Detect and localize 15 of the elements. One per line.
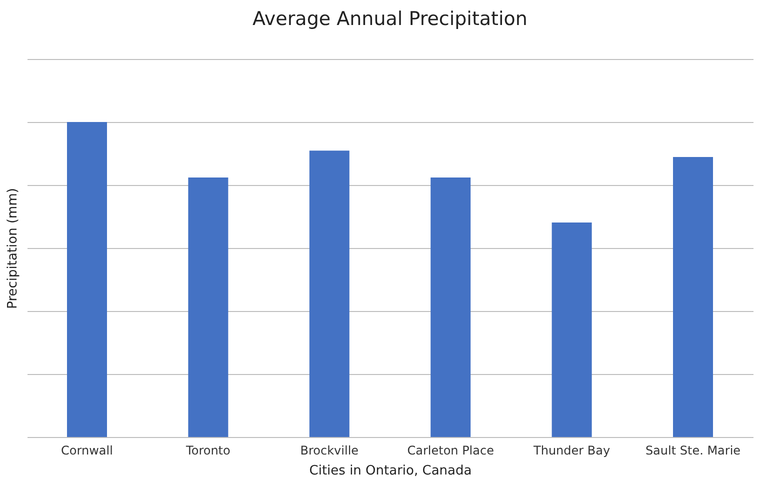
- x-axis-title: Cities in Ontario, Canada: [309, 464, 472, 478]
- bar: [66, 122, 107, 437]
- x-tick-label: Toronto: [185, 444, 230, 458]
- x-tick-label: Sault Ste. Marie: [645, 444, 741, 458]
- bar: [309, 150, 350, 437]
- bar: [188, 177, 228, 437]
- x-tick-label: Carleton Place: [407, 444, 494, 458]
- y-axis-title: Precipitation (mm): [6, 188, 20, 309]
- bar: [430, 177, 471, 437]
- x-tick-label: Cornwall: [61, 444, 113, 458]
- x-tick-label: Brockville: [300, 444, 359, 458]
- bar: [552, 222, 592, 437]
- x-tick-label: Thunder Bay: [532, 444, 610, 458]
- bar: [673, 156, 714, 437]
- chart-title: Average Annual Precipitation: [252, 8, 528, 30]
